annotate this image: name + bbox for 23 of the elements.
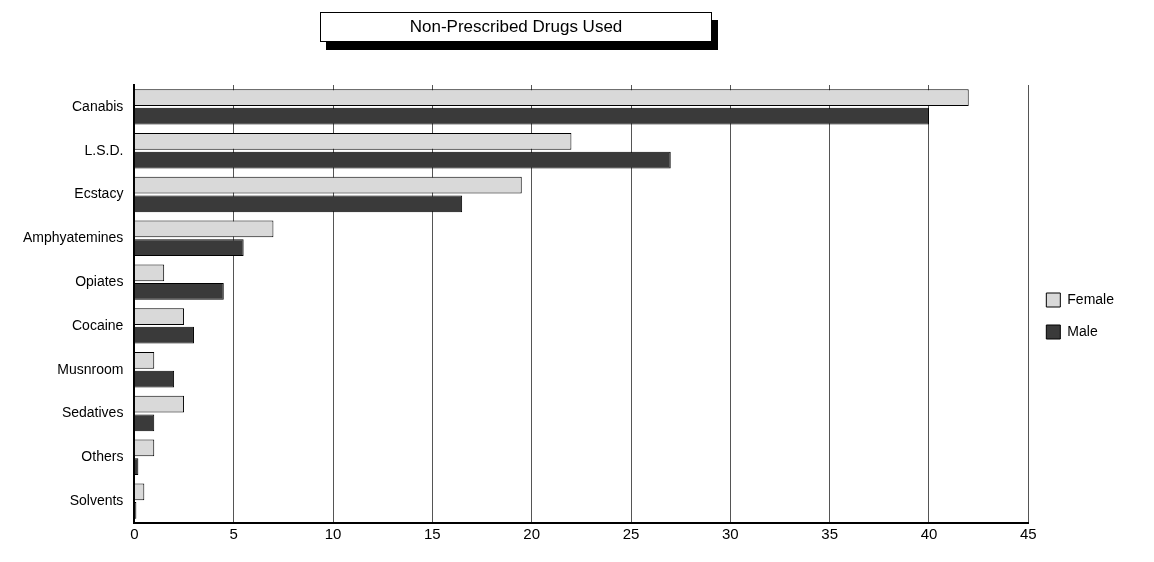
y-tick-label: Canabis	[72, 97, 124, 114]
y-tick-label: Musnroom	[57, 360, 124, 377]
y-tick-label: Cocaine	[72, 316, 124, 333]
x-tick-label: 20	[523, 525, 541, 543]
x-tick-label: 25	[622, 525, 640, 543]
x-tick-label: 30	[721, 525, 739, 543]
y-tick-label: L.S.D.	[84, 141, 124, 158]
x-tick-label: 45	[1019, 525, 1037, 543]
x-tick-label: 40	[920, 525, 938, 543]
y-tick-label: Solvents	[69, 491, 124, 508]
x-tick-label: 35	[821, 525, 839, 543]
y-tick-label: Opiates	[75, 272, 124, 289]
x-tick-label: 10	[324, 525, 342, 543]
legend-label: Male	[1067, 322, 1098, 339]
chart-title: Non-Prescribed Drugs Used	[320, 12, 712, 42]
y-tick-label: Amphyatemines	[22, 229, 124, 246]
x-tick-label: 5	[229, 525, 238, 543]
y-tick-label: Sedatives	[61, 404, 124, 421]
y-tick-label: Others	[81, 448, 124, 465]
legend-label: Female	[1067, 290, 1115, 307]
x-tick-label: 15	[424, 525, 441, 543]
y-tick-label: Ecstacy	[74, 185, 124, 202]
x-tick-label: 0	[130, 525, 139, 543]
